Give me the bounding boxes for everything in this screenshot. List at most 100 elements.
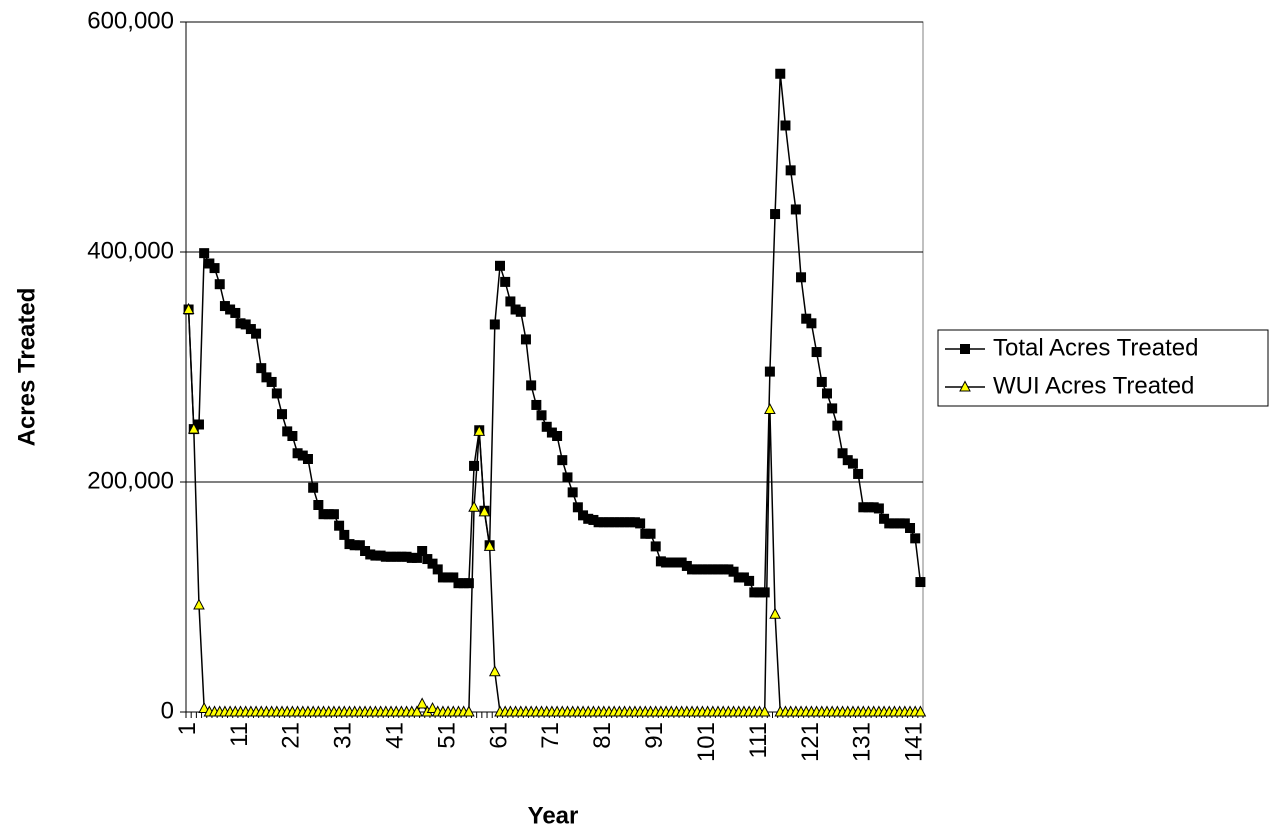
x-tick-label: 141 [901,722,928,762]
marker [910,533,921,544]
marker [198,701,210,714]
marker [463,578,474,589]
marker [531,399,542,410]
marker [821,388,832,399]
x-axis-title: Year [528,802,579,829]
marker [313,500,324,510]
marker [905,523,916,533]
legend-marker [959,380,971,392]
marker [744,575,755,586]
marker [427,558,438,569]
marker [448,572,459,583]
marker [837,448,848,459]
marker [182,302,195,314]
marker [489,319,500,330]
y-tick-label: 600,000 [87,7,174,34]
marker [796,272,807,283]
x-tick-label: 31 [330,722,357,749]
marker [853,468,864,479]
legend-marker [960,344,970,354]
marker [193,598,205,610]
legend-label: WUI Acres Treated [993,372,1194,399]
marker [811,347,822,358]
x-tick-label: 101 [693,722,720,762]
marker [483,539,496,551]
legend [937,329,1269,407]
marker [827,403,838,414]
legend-label: Total Acres Treated [993,334,1198,361]
marker [557,455,568,466]
marker [251,328,262,339]
marker [769,607,781,619]
marker [759,587,770,598]
marker [411,705,423,717]
marker [469,460,480,471]
marker [354,540,365,551]
marker [187,422,200,434]
marker [339,529,350,540]
y-tick-label: 200,000 [87,467,174,494]
x-tick-label: 51 [433,722,460,749]
x-tick-label: 11 [226,722,253,747]
marker [277,409,288,420]
series-line [187,73,922,594]
marker [650,541,661,552]
x-tick-label: 111 [745,722,772,758]
marker [426,701,439,714]
marker [770,209,781,220]
marker [790,204,801,215]
x-tick-label: 21 [278,722,305,749]
marker [495,260,506,271]
marker [775,68,786,79]
marker [635,518,646,529]
marker [417,546,428,556]
x-tick-label: 131 [849,722,876,762]
x-tick-label: 71 [537,722,564,749]
marker [645,528,656,539]
x-tick-label: 91 [641,722,668,749]
marker [520,334,531,345]
marker [473,424,486,436]
marker [873,503,884,514]
marker [256,363,267,374]
marker [334,520,345,531]
marker [914,705,927,717]
marker [832,420,843,431]
marker [266,376,277,387]
marker [816,376,827,387]
marker [728,566,739,577]
plot-area [185,21,924,713]
y-tick-label: 0 [161,697,174,724]
marker [199,248,210,259]
marker [488,665,501,677]
marker [764,366,775,377]
y-axis-title: Acres Treated [13,288,40,447]
marker [411,552,422,563]
marker [515,306,526,317]
marker [271,388,282,399]
marker [478,505,491,517]
series-line [187,309,921,714]
marker [328,509,339,520]
marker [536,410,547,421]
marker [416,697,428,709]
x-tick-label: 1 [174,722,201,735]
marker [764,402,776,415]
marker [806,318,817,329]
marker [468,500,480,512]
marker [302,454,313,464]
marker [552,431,563,441]
marker [209,263,220,274]
x-tick-label: 61 [485,722,512,749]
marker [505,296,516,307]
x-tick-label: 121 [797,722,824,762]
x-tick-label: 41 [382,722,409,749]
marker [541,421,552,432]
marker [572,502,583,513]
marker [463,705,475,717]
marker [287,431,298,441]
marker [562,472,573,483]
x-tick-label: 81 [589,722,616,749]
marker [915,577,926,588]
